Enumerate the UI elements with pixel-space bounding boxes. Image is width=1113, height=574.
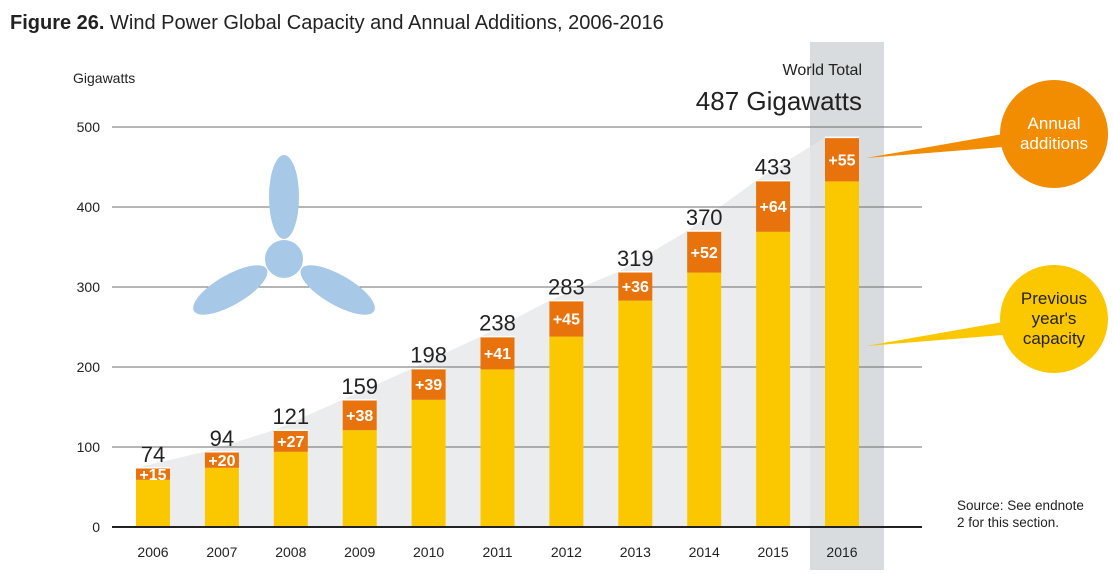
- y-tick-label: 200: [77, 359, 101, 375]
- y-tick-label: 0: [92, 519, 100, 535]
- x-tick-label-2007: 2007: [206, 544, 237, 560]
- x-tick-label-2013: 2013: [620, 544, 651, 560]
- figure-title: Wind Power Global Capacity and Annual Ad…: [110, 12, 664, 34]
- bar-addition-2013: [618, 271, 653, 301]
- bar-previous-2010: [411, 399, 446, 527]
- bar-addition-2010: [411, 368, 446, 400]
- total-label-2008: 121: [272, 404, 309, 429]
- bar-addition-2006: [136, 467, 170, 480]
- bar-previous-2011: [480, 369, 515, 527]
- chart-title: Figure 26. Wind Power Global Capacity an…: [10, 12, 664, 35]
- x-tick-label-2015: 2015: [758, 544, 789, 560]
- addition-label-2010: +39: [415, 377, 442, 394]
- bar-previous-2009: [342, 430, 377, 527]
- total-label-2012: 283: [548, 275, 585, 300]
- bar-previous-2015: [756, 231, 791, 528]
- source-note: Source: See endnote 2 for this section.: [957, 497, 1084, 531]
- annual-additions-pointer: [866, 134, 1003, 158]
- y-tick-label: 300: [77, 279, 101, 295]
- source-note-line-2: 2 for this section.: [957, 515, 1060, 530]
- addition-label-2008: +27: [277, 434, 304, 451]
- bar-previous-2006: [136, 479, 170, 527]
- x-tick-label-2016: 2016: [826, 544, 857, 560]
- bar-addition-2011: [480, 336, 515, 370]
- addition-label-2006: +15: [139, 467, 166, 484]
- total-label-2010: 198: [410, 343, 447, 368]
- turbine-blade: [269, 155, 299, 239]
- bar-addition-2015: [756, 180, 791, 232]
- addition-label-2007: +20: [208, 453, 235, 470]
- total-label-2006: 74: [141, 442, 165, 467]
- turbine-blade: [300, 265, 375, 315]
- annual-additions-callout-text: Annual additions: [1019, 114, 1089, 153]
- addition-label-2012: +45: [553, 312, 580, 329]
- y-tick-label: 100: [77, 439, 101, 455]
- turbine-blade: [193, 265, 268, 315]
- wind-turbine-icon: [193, 155, 375, 315]
- total-label-2007: 94: [210, 426, 234, 451]
- source-note-line-1: Source: See endnote: [957, 498, 1084, 513]
- bar-previous-2014: [687, 272, 722, 527]
- bar-addition-2009: [342, 399, 377, 431]
- total-label-2011: 238: [479, 311, 516, 336]
- total-label-2009: 159: [341, 374, 378, 399]
- x-tick-label-2006: 2006: [137, 544, 168, 560]
- turbine-hub: [265, 240, 303, 278]
- previous-capacity-callout-text: Previous year's capacity: [1020, 289, 1088, 348]
- total-label-2015: 433: [755, 155, 792, 180]
- x-tick-label-2014: 2014: [689, 544, 720, 560]
- previous-capacity-callout: Previous year's capacity: [1000, 265, 1108, 373]
- bar-previous-2013: [618, 300, 653, 527]
- x-tick-label-2008: 2008: [275, 544, 306, 560]
- world-total-label: World Total: [782, 62, 862, 79]
- bar-addition-2008: [273, 430, 308, 452]
- y-tick-label: 500: [77, 119, 101, 135]
- addition-label-2009: +38: [346, 408, 373, 425]
- bar-previous-2008: [273, 451, 308, 527]
- addition-label-2016: +55: [828, 152, 855, 169]
- bar-previous-2007: [204, 467, 239, 527]
- x-tick-label-2010: 2010: [413, 544, 444, 560]
- addition-label-2014: +52: [691, 245, 718, 262]
- bar-previous-2016: [825, 181, 859, 527]
- addition-label-2013: +36: [622, 279, 649, 296]
- y-axis-label: Gigawatts: [73, 70, 135, 86]
- x-tick-label-2009: 2009: [344, 544, 375, 560]
- x-tick-label-2011: 2011: [482, 544, 512, 560]
- bar-addition-2014: [687, 231, 722, 273]
- x-tick-label-2012: 2012: [551, 544, 582, 560]
- total-label-2013: 319: [617, 246, 654, 271]
- figure-number: Figure 26.: [10, 12, 105, 34]
- addition-label-2011: +41: [484, 346, 511, 363]
- bar-addition-2007: [204, 451, 239, 468]
- y-tick-label: 400: [77, 199, 101, 215]
- bar-addition-2012: [549, 300, 584, 337]
- annual-additions-callout: Annual additions: [1000, 80, 1108, 188]
- bar-previous-2012: [549, 336, 584, 527]
- addition-label-2015: +64: [760, 199, 787, 216]
- previous-capacity-pointer: [866, 322, 1003, 346]
- bar-addition-2016: [825, 137, 859, 182]
- world-total-value: 487 Gigawatts: [695, 86, 862, 116]
- total-label-2014: 370: [686, 205, 723, 230]
- capacity-trend-area: [136, 137, 859, 527]
